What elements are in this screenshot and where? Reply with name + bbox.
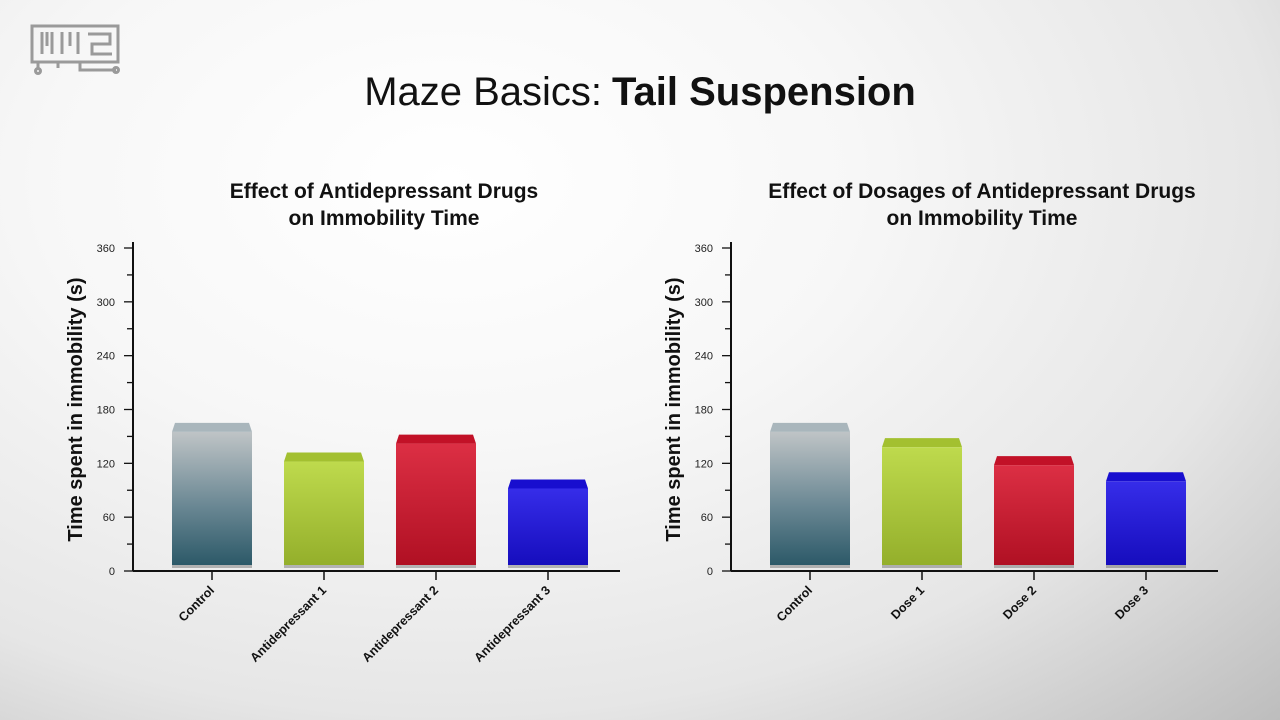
bar-control	[172, 431, 252, 565]
bar-control	[770, 431, 850, 565]
page-title-subject: Tail Suspension	[612, 70, 916, 114]
y-tick-label: 0	[109, 566, 115, 578]
bar-shadow	[994, 565, 1074, 568]
page-title-prefix: Maze Basics:	[364, 70, 603, 114]
bar-dose-1	[882, 447, 962, 565]
bar-shadow	[172, 565, 252, 568]
y-tick-label: 60	[701, 512, 713, 524]
bar-antidepressant-3	[508, 488, 588, 565]
bar-dose-2	[994, 465, 1074, 565]
y-tick-label: 300	[695, 297, 713, 309]
bar-cap	[172, 422, 252, 432]
y-axis-label: Time spent in immobility (s)	[65, 277, 87, 541]
y-tick-label: 360	[695, 243, 713, 255]
chart-1-title-line2: on Immobility Time	[288, 207, 480, 230]
maze-logo-icon	[30, 24, 120, 75]
x-tick-label: Control	[774, 583, 815, 624]
bar-shadow	[882, 565, 962, 568]
bar-cap	[994, 456, 1074, 466]
y-tick-label: 240	[97, 351, 115, 363]
bar-cap	[284, 452, 364, 462]
bar-antidepressant-2	[396, 443, 476, 565]
y-tick-label: 120	[97, 458, 115, 470]
y-tick-label: 300	[97, 297, 115, 309]
page-title: Maze Basics: Tail Suspension	[0, 70, 1280, 115]
x-tick-label: Dose 2	[1000, 583, 1039, 622]
bar-shadow	[508, 565, 588, 568]
chart-2-title-line1: Effect of Dosages of Antidepressant Drug…	[768, 180, 1196, 203]
bar-cap	[770, 422, 850, 432]
chart-2-title: Effect of Dosages of Antidepressant Drug…	[732, 178, 1232, 232]
bar-shadow	[396, 565, 476, 568]
bar-cap	[508, 479, 588, 489]
y-tick-label: 180	[695, 405, 713, 417]
bar-dose-3	[1106, 481, 1186, 565]
chart-1-title: Effect of Antidepressant Drugs on Immobi…	[184, 178, 584, 232]
chart-2-title-line2: on Immobility Time	[886, 207, 1078, 230]
bar-shadow	[284, 565, 364, 568]
y-axis-label: Time spent in immobility (s)	[663, 277, 685, 541]
y-tick-label: 120	[695, 458, 713, 470]
chart-1-title-line1: Effect of Antidepressant Drugs	[229, 180, 539, 203]
y-tick-label: 60	[103, 512, 115, 524]
chart-antidepressant-drugs: 0 60 120 180 240 300 360 Time spent in immobili…	[65, 242, 620, 665]
y-tick-label: 0	[707, 566, 713, 578]
y-tick-label: 240	[695, 351, 713, 363]
maze-engineers-logo	[30, 24, 122, 76]
bar-cap	[396, 434, 476, 444]
x-tick-label: Dose 1	[888, 583, 927, 622]
y-tick-label: 180	[97, 405, 115, 417]
bar-antidepressant-1	[284, 461, 364, 565]
bar-shadow	[1106, 565, 1186, 568]
x-tick-label: Dose 3	[1112, 583, 1151, 622]
bar-shadow	[770, 565, 850, 568]
y-tick-label: 360	[97, 243, 115, 255]
bar-cap	[882, 438, 962, 448]
bar-cap	[1106, 472, 1186, 482]
